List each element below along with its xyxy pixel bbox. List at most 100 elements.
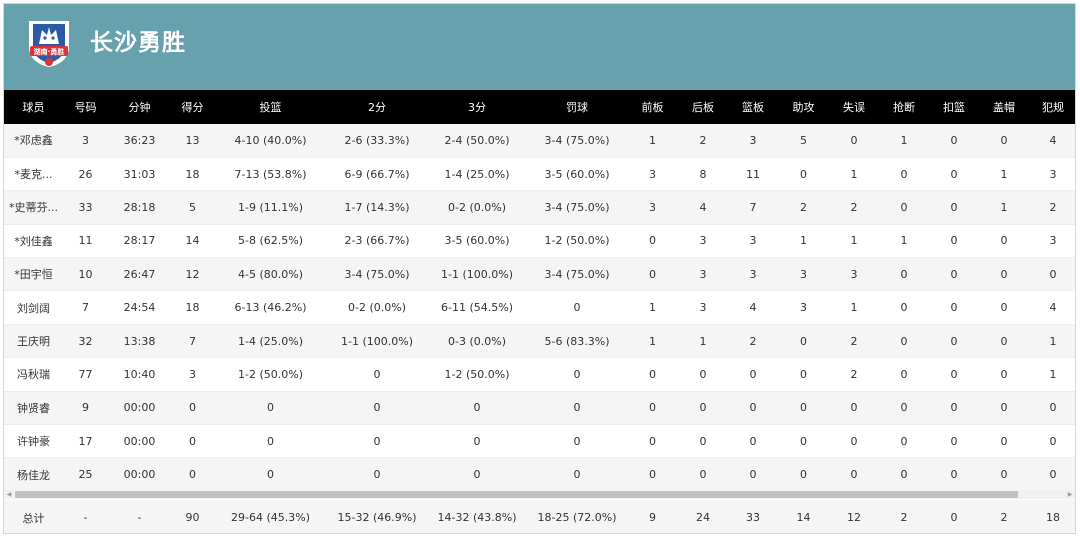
stat-cell: 5 bbox=[171, 190, 214, 225]
stat-cell: 0 bbox=[879, 290, 929, 325]
table-row: 钟贤睿 9 00:00 0 0 0 0 0 0 0 0 0 0 0 0 0 0 bbox=[4, 391, 1075, 426]
stat-cell: 3-4 (75.0%) bbox=[527, 124, 627, 158]
stat-cell: 6-11 (54.5%) bbox=[427, 290, 527, 325]
stat-cell: 1-4 (25.0%) bbox=[214, 324, 327, 359]
stat-cell: 4-5 (80.0%) bbox=[214, 257, 327, 292]
column-header[interactable]: 2分 bbox=[368, 101, 386, 114]
stat-cell: 0 bbox=[829, 424, 879, 459]
stat-cell: 24:54 bbox=[108, 290, 171, 325]
stat-cell: 2 bbox=[728, 324, 778, 359]
stat-cell: 0 bbox=[829, 457, 879, 492]
column-header[interactable]: 后板 bbox=[692, 101, 714, 114]
stat-cell: 3 bbox=[627, 190, 678, 225]
player-name-cell: 刘剑阔 bbox=[4, 290, 63, 325]
stat-cell: 0 bbox=[527, 391, 627, 426]
stat-cell: 2-3 (66.7%) bbox=[327, 224, 427, 259]
stat-cell: 0 bbox=[327, 391, 427, 426]
stat-cell: 0 bbox=[1029, 424, 1075, 459]
stat-cell: 0 bbox=[979, 391, 1029, 426]
stat-cell: 0 bbox=[171, 391, 214, 426]
stat-cell: 0 bbox=[527, 357, 627, 392]
stat-cell: 3 bbox=[171, 357, 214, 392]
column-header[interactable]: 篮板 bbox=[742, 101, 764, 114]
stat-cell: 2-6 (33.3%) bbox=[327, 124, 427, 158]
totals-cell: 0 bbox=[950, 511, 958, 524]
column-header[interactable]: 盖帽 bbox=[993, 101, 1015, 114]
chevron-left-icon[interactable]: ◀ bbox=[6, 491, 12, 498]
column-header[interactable]: 罚球 bbox=[566, 101, 588, 114]
stat-cell: 0 bbox=[1029, 457, 1075, 492]
player-name-cell: *田宇恒 bbox=[4, 257, 63, 292]
stat-cell: 9 bbox=[63, 391, 108, 426]
column-header[interactable]: 抢断 bbox=[893, 101, 915, 114]
totals-cell: 18-25 (72.0%) bbox=[537, 511, 617, 524]
stat-cell: 7 bbox=[171, 324, 214, 359]
column-header[interactable]: 犯规 bbox=[1042, 101, 1064, 114]
stat-cell: 1 bbox=[979, 157, 1029, 192]
stat-cell: 0 bbox=[728, 424, 778, 459]
stat-cell: 0 bbox=[1029, 391, 1075, 426]
stat-cell: 0 bbox=[778, 357, 829, 392]
stat-cell: 0 bbox=[979, 124, 1029, 158]
stat-cell: 1 bbox=[879, 124, 929, 158]
stat-cell: 13:38 bbox=[108, 324, 171, 359]
stat-cell: 1-4 (25.0%) bbox=[427, 157, 527, 192]
stat-cell: 1 bbox=[979, 190, 1029, 225]
horizontal-scrollbar[interactable]: ◀ ▶ bbox=[4, 490, 1075, 499]
stat-cell: 18 bbox=[171, 157, 214, 192]
stat-cell: 0-2 (0.0%) bbox=[427, 190, 527, 225]
stat-cell: 3 bbox=[728, 257, 778, 292]
table-row: 冯秋瑞 77 10:40 3 1-2 (50.0%) 0 1-2 (50.0%) 0 0 0 0 0 2… bbox=[4, 357, 1075, 392]
stat-cell: 1-2 (50.0%) bbox=[527, 224, 627, 259]
stat-cell: 0 bbox=[929, 391, 979, 426]
stat-cell: 2-4 (50.0%) bbox=[427, 124, 527, 158]
totals-cell: 14-32 (43.8%) bbox=[437, 511, 517, 524]
column-header[interactable]: 前板 bbox=[641, 101, 664, 114]
player-name-cell: *史蒂芬... bbox=[4, 190, 63, 225]
stat-cell: 0 bbox=[214, 457, 327, 492]
stat-cell: 0 bbox=[728, 391, 778, 426]
stat-cell: 14 bbox=[171, 224, 214, 259]
stat-cell: 12 bbox=[171, 257, 214, 292]
column-header[interactable]: 扣篮 bbox=[943, 101, 965, 114]
player-rows: *邓虑鑫 3 36:23 13 4-10 (40.0%) 2-6 (33.3%) 2-4 (… bbox=[4, 124, 1075, 492]
stat-cell: 1 bbox=[879, 224, 929, 259]
stat-cell: 0 bbox=[979, 257, 1029, 292]
stat-cell: 17 bbox=[63, 424, 108, 459]
column-header[interactable]: 号码 bbox=[74, 101, 97, 114]
table-row: 许钟豪 17 00:00 0 0 0 0 0 0 0 0 0 0 0 0 0 0 bbox=[4, 424, 1075, 459]
stat-cell: 0 bbox=[879, 424, 929, 459]
column-header[interactable]: 得分 bbox=[181, 101, 204, 114]
column-header[interactable]: 助攻 bbox=[792, 101, 815, 114]
stat-cell: 3 bbox=[728, 224, 778, 259]
stat-cell: 26:47 bbox=[108, 257, 171, 292]
player-name-cell: *邓虑鑫 bbox=[4, 124, 63, 158]
chevron-right-icon[interactable]: ▶ bbox=[1067, 491, 1073, 498]
stat-cell: 2 bbox=[778, 190, 829, 225]
stat-cell: 0 bbox=[327, 357, 427, 392]
stat-cell: 0 bbox=[214, 391, 327, 426]
stat-cell: 10 bbox=[63, 257, 108, 292]
column-header[interactable]: 投篮 bbox=[259, 101, 282, 114]
column-header[interactable]: 分钟 bbox=[128, 101, 151, 114]
column-header[interactable]: 失误 bbox=[843, 101, 865, 114]
stat-cell: 0 bbox=[929, 357, 979, 392]
stat-cell: 0 bbox=[214, 424, 327, 459]
stat-cell: 4 bbox=[728, 290, 778, 325]
stat-cell: 1-1 (100.0%) bbox=[427, 257, 527, 292]
stat-cell: 3 bbox=[63, 124, 108, 158]
stat-cell: 2 bbox=[829, 190, 879, 225]
column-header[interactable]: 球员 bbox=[22, 101, 45, 114]
stat-cell: 3-4 (75.0%) bbox=[527, 257, 627, 292]
stat-cell: 3-5 (60.0%) bbox=[427, 224, 527, 259]
scrollbar-thumb[interactable] bbox=[15, 491, 1018, 498]
stat-cell: 1 bbox=[829, 157, 879, 192]
stat-cell: 0 bbox=[879, 391, 929, 426]
team-header: 湖南·勇胜 长沙勇胜 bbox=[4, 4, 1075, 90]
totals-cell: 9 bbox=[649, 511, 656, 524]
column-header[interactable]: 3分 bbox=[468, 101, 486, 114]
stat-cell: 7-13 (53.8%) bbox=[214, 157, 327, 192]
totals-cell: 33 bbox=[746, 511, 760, 524]
stat-cell: 11 bbox=[63, 224, 108, 259]
totals-cell: 29-64 (45.3%) bbox=[231, 511, 310, 524]
